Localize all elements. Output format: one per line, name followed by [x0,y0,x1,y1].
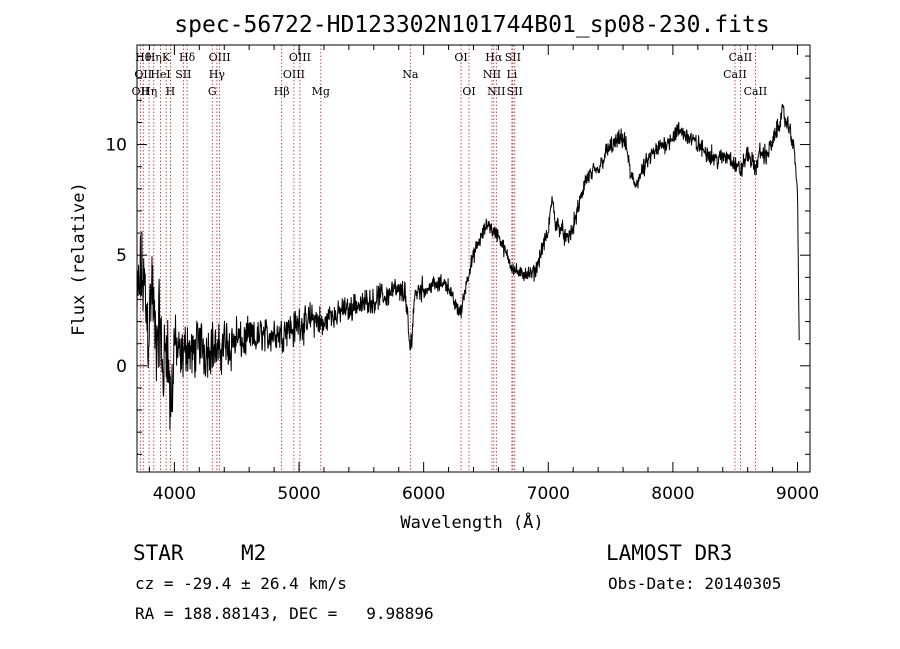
coordinates: RA = 188.88143, DEC = 9.98896 [135,604,434,623]
reference-line-label: Hη [141,85,157,98]
y-axis-label: Flux (relative) [69,182,89,336]
spectrum-line [136,103,800,430]
plot-frame [136,44,811,473]
reference-line-label: HeI [150,68,170,81]
object-type: STAR [133,541,184,565]
x-tick-label: 9000 [776,484,819,504]
reference-line-label: Hβ [274,85,290,98]
reference-line-label: OIII [283,68,305,81]
y-tick-label: 10 [105,136,127,156]
reference-line-label: OI [462,85,475,98]
reference-line-label: OIII [209,51,231,64]
reference-line-label: CaII [744,85,768,98]
reference-line-label: CaII [729,51,753,64]
reference-line-label: OIII [289,51,311,64]
reference-line-label: Hδ [179,51,196,64]
reference-line-label: NII [487,85,505,98]
reference-line-label: OI [454,51,467,64]
redshift-readout: cz = -29.4 ± 26.4 km/s [135,574,347,593]
reference-lines: OIIHθOIIHηHηHeIKHSIIHδGHγOIIIHβOIIIOIIIM… [132,45,768,472]
reference-line-label: H [166,85,176,98]
reference-line-label: Hα [485,51,503,64]
reference-line-label: SII [175,68,191,81]
reference-line-label: Hθ [135,51,152,64]
reference-line-label: Hη [146,51,162,64]
reference-line-label: K [162,51,171,64]
reference-line-label: Li [506,68,517,81]
reference-line-label: Hγ [209,68,226,81]
x-axis-label: Wavelength (Å) [400,511,543,533]
survey-name: LAMOST DR3 [606,541,733,565]
chart-title: spec-56722-HD123302N101744B01_sp08-230.f… [174,12,769,38]
y-tick-label: 0 [116,357,127,377]
obs-date: Obs-Date: 20140305 [608,574,782,593]
reference-line-label: Mg [312,85,330,98]
y-tick-label: 5 [116,246,127,266]
reference-line-label: OII [132,85,150,98]
x-tick-label: 4000 [153,484,196,504]
reference-line-label: Na [402,68,419,81]
reference-line-label: SII [505,51,521,64]
axis-ticks: 4000 5000 6000 7000 8000 9000 0 5 10 [105,45,819,504]
reference-line-label: SII [507,85,523,98]
reference-line-label: CaII [723,68,747,81]
x-tick-label: 6000 [402,484,445,504]
x-tick-label: 5000 [277,484,320,504]
x-tick-label: 7000 [527,484,570,504]
reference-line-label: NII [483,68,501,81]
reference-line-label: G [208,85,217,98]
subclass: M2 [241,541,267,565]
x-tick-label: 8000 [651,484,694,504]
